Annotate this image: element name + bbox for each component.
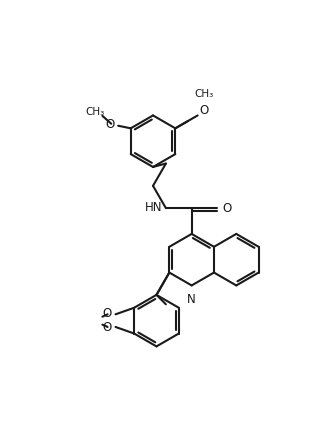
Text: O: O xyxy=(102,307,112,320)
Text: O: O xyxy=(105,118,114,131)
Text: N: N xyxy=(187,293,196,306)
Text: HN: HN xyxy=(144,201,162,214)
Text: CH₃: CH₃ xyxy=(195,89,214,99)
Text: O: O xyxy=(200,104,209,117)
Text: O: O xyxy=(222,202,232,215)
Text: O: O xyxy=(102,322,112,335)
Text: CH₃: CH₃ xyxy=(86,107,105,117)
